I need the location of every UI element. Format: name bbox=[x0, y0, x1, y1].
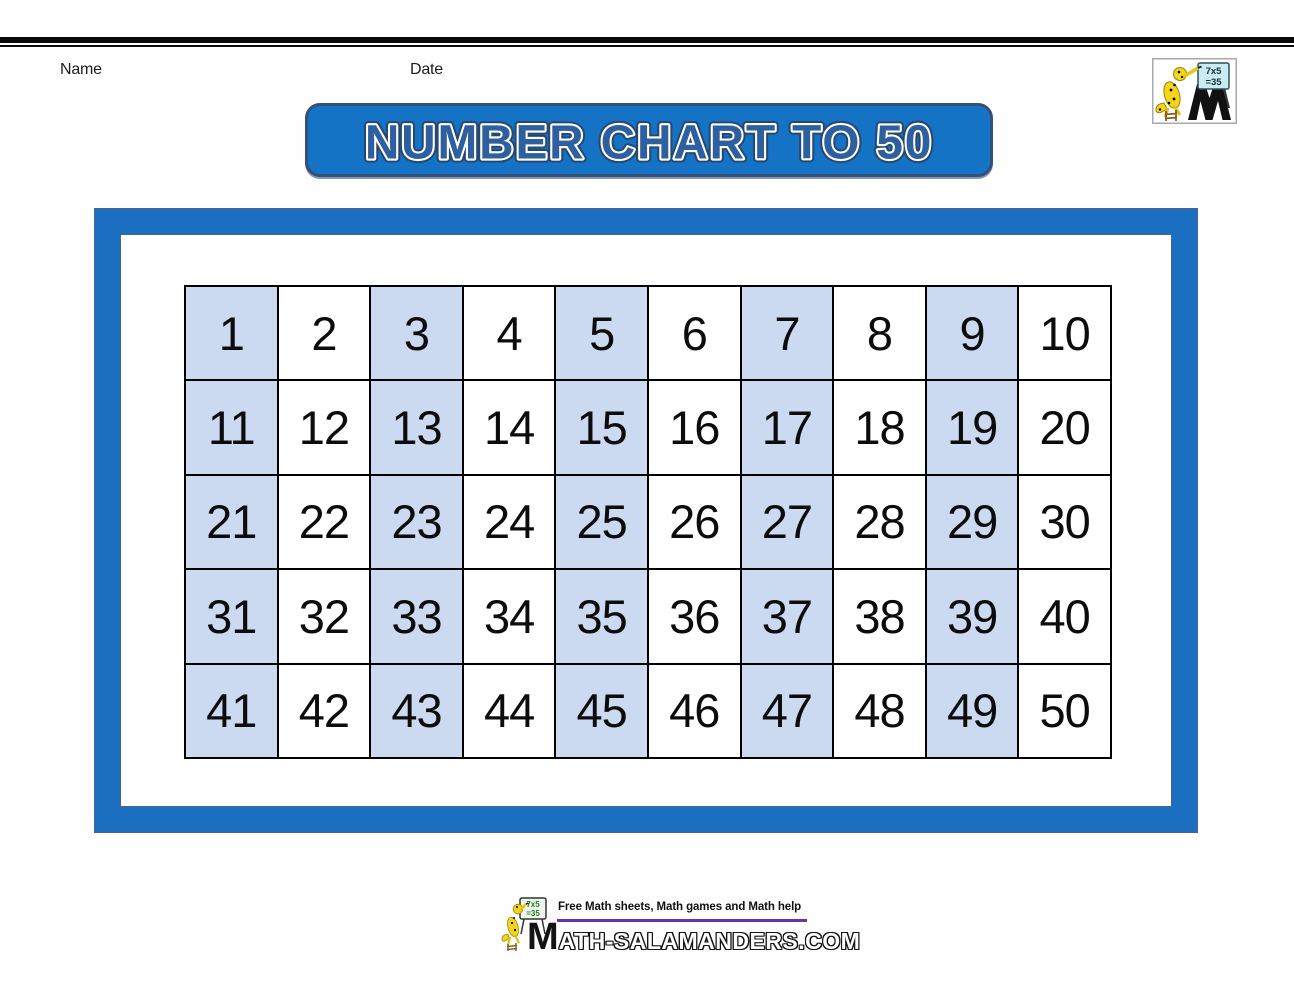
grid-cell-27: 27 bbox=[740, 474, 834, 570]
grid-cell-23: 23 bbox=[370, 474, 463, 570]
grid-cell-49: 49 bbox=[925, 663, 1019, 758]
grid-cell-47: 47 bbox=[740, 663, 834, 758]
page-title: NUMBER CHART TO 50 bbox=[365, 116, 933, 169]
svg-text:7x5: 7x5 bbox=[526, 900, 540, 909]
grid-cell-11: 11 bbox=[185, 380, 278, 475]
grid-cell-46: 46 bbox=[647, 663, 741, 758]
grid-cell-42: 42 bbox=[277, 663, 371, 758]
grid-cell-15: 15 bbox=[555, 380, 648, 475]
grid-cell-1: 1 bbox=[185, 286, 278, 381]
footer-underline bbox=[557, 919, 807, 922]
math-salamanders-corner-logo: 7x5 =35 bbox=[1152, 58, 1237, 124]
grid-cell-40: 40 bbox=[1018, 569, 1111, 664]
grid-cell-39: 39 bbox=[925, 569, 1019, 664]
grid-cell-13: 13 bbox=[370, 380, 463, 475]
board-equation-line1: 7x5 bbox=[1206, 66, 1223, 77]
salamander-logo-icon: 7x5 =35 bbox=[1152, 58, 1237, 124]
grid-cell-17: 17 bbox=[740, 380, 834, 475]
grid-cell-30: 30 bbox=[1018, 474, 1111, 570]
grid-cell-22: 22 bbox=[277, 474, 371, 570]
grid-cell-7: 7 bbox=[740, 286, 834, 381]
grid-cell-36: 36 bbox=[647, 569, 741, 664]
m-letter-mark bbox=[1188, 84, 1231, 120]
footer-brand: 7x5 =35 Free Math sheets, Math games and… bbox=[500, 894, 860, 966]
grid-cell-34: 34 bbox=[462, 569, 556, 664]
grid-cell-12: 12 bbox=[277, 380, 371, 475]
title-banner: NUMBER CHART TO 50 NUMBER CHART TO 50 bbox=[305, 103, 993, 177]
top-divider bbox=[0, 37, 1294, 47]
grid-cell-5: 5 bbox=[555, 286, 648, 381]
grid-cell-21: 21 bbox=[185, 474, 278, 570]
grid-cell-4: 4 bbox=[462, 286, 556, 381]
grid-cell-20: 20 bbox=[1018, 380, 1111, 475]
wordmark-rest: ATH-SALAMANDERS.COM bbox=[558, 928, 861, 954]
grid-cell-6: 6 bbox=[647, 286, 741, 381]
grid-cell-3: 3 bbox=[370, 286, 463, 381]
grid-cell-41: 41 bbox=[185, 663, 278, 758]
grid-cell-26: 26 bbox=[647, 474, 741, 570]
grid-cell-48: 48 bbox=[833, 663, 926, 758]
grid-cell-29: 29 bbox=[925, 474, 1019, 570]
grid-cell-28: 28 bbox=[833, 474, 926, 570]
number-grid: 1 2 3 4 5 6 7 8 9 10 11 12 13 14 15 16 17 18 19 20 21 22 23 24 2… bbox=[184, 285, 1112, 759]
date-label: Date bbox=[410, 61, 443, 78]
wordmark-initial: M bbox=[527, 916, 559, 958]
grid-cell-24: 24 bbox=[462, 474, 556, 570]
svg-text:=35: =35 bbox=[526, 909, 540, 918]
grid-cell-35: 35 bbox=[555, 569, 648, 664]
grid-cell-33: 33 bbox=[370, 569, 463, 664]
grid-cell-18: 18 bbox=[833, 380, 926, 475]
grid-cell-45: 45 bbox=[555, 663, 648, 758]
board-equation-line2: =35 bbox=[1205, 77, 1222, 88]
grid-cell-44: 44 bbox=[462, 663, 556, 758]
grid-cell-37: 37 bbox=[740, 569, 834, 664]
footer-tagline: Free Math sheets, Math games and Math he… bbox=[558, 901, 802, 913]
salamander-footer-icon: 7x5 =35 bbox=[501, 897, 547, 951]
grid-cell-19: 19 bbox=[925, 380, 1019, 475]
grid-cell-16: 16 bbox=[647, 380, 741, 475]
divider-thick-line bbox=[0, 37, 1294, 43]
grid-cell-8: 8 bbox=[833, 286, 926, 381]
grid-cell-10: 10 bbox=[1018, 286, 1111, 381]
svg-text:NUMBER CHART TO 50: NUMBER CHART TO 50 bbox=[365, 116, 933, 169]
name-label: Name bbox=[60, 61, 102, 78]
grid-cell-32: 32 bbox=[277, 569, 371, 664]
grid-cell-2: 2 bbox=[277, 286, 371, 381]
grid-cell-38: 38 bbox=[833, 569, 926, 664]
divider-thin-line bbox=[0, 45, 1294, 47]
grid-cell-9: 9 bbox=[925, 286, 1019, 381]
grid-cell-14: 14 bbox=[462, 380, 556, 475]
footer-wordmark: MATH-SALAMANDERS.COM bbox=[527, 918, 861, 962]
grid-cell-31: 31 bbox=[185, 569, 278, 664]
title-text: NUMBER CHART TO 50 NUMBER CHART TO 50 bbox=[361, 112, 936, 173]
grid-cell-43: 43 bbox=[370, 663, 463, 758]
grid-cell-50: 50 bbox=[1018, 663, 1111, 758]
divider-gap bbox=[0, 43, 1294, 45]
grid-cell-25: 25 bbox=[555, 474, 648, 570]
